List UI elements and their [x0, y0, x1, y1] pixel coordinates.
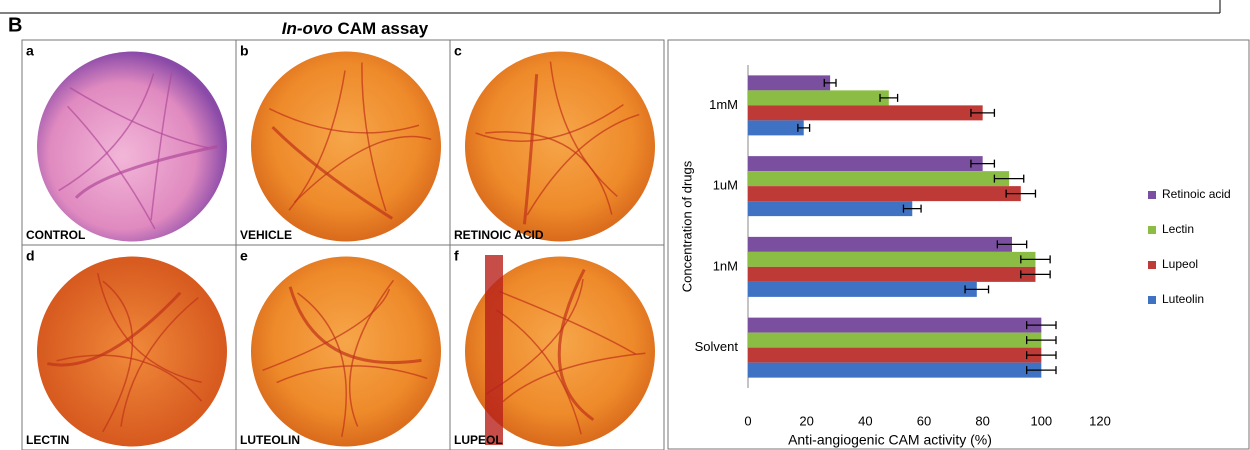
bar [748, 282, 977, 297]
photo [251, 52, 441, 242]
figure-title: In-ovo CAM assay [282, 19, 429, 38]
photo [37, 52, 227, 242]
title-italic: In-ovo [282, 19, 333, 38]
panel-label: CONTROL [26, 228, 85, 242]
legend-label: Luteolin [1162, 292, 1204, 306]
legend-label: Retinoic acid [1162, 187, 1231, 201]
panel-letter: f [454, 248, 459, 264]
x-tick-label: 0 [744, 413, 751, 428]
bar [748, 237, 1012, 252]
x-tick-label: 20 [799, 413, 813, 428]
legend-label: Lupeol [1162, 257, 1198, 271]
legend-swatch [1148, 261, 1156, 269]
y-axis-label: Concentration of drugs [679, 160, 694, 292]
panel-label: LUPEOL [454, 433, 503, 447]
bar [748, 318, 1041, 333]
photo [465, 52, 655, 242]
bar [748, 186, 1021, 201]
bar [748, 75, 830, 90]
bar [748, 90, 889, 105]
panel-letter: b [240, 43, 249, 59]
bar [748, 120, 804, 135]
x-tick-label: 120 [1089, 413, 1111, 428]
panel-letter: a [26, 43, 34, 59]
legend-swatch [1148, 296, 1156, 304]
panel-letter: e [240, 248, 248, 264]
bar [748, 171, 1009, 186]
panel-letter: c [454, 43, 462, 59]
bar [748, 252, 1035, 267]
panel-label: RETINOIC ACID [454, 228, 544, 242]
y-tick-label: 1nM [713, 258, 738, 273]
legend-label: Lectin [1162, 222, 1194, 236]
x-axis-label: Anti-angiogenic CAM activity (%) [788, 432, 992, 448]
legend-swatch [1148, 191, 1156, 199]
bar [748, 267, 1035, 282]
bar [748, 105, 983, 120]
x-tick-label: 100 [1030, 413, 1052, 428]
figure-label: B [8, 14, 22, 36]
x-tick-label: 40 [858, 413, 872, 428]
title-rest: CAM assay [338, 19, 429, 38]
bar [748, 333, 1041, 348]
bar [748, 156, 983, 171]
y-tick-label: 1mM [709, 97, 738, 112]
panel-label: LUTEOLIN [240, 433, 300, 447]
bar [748, 363, 1041, 378]
panel-letter: d [26, 248, 35, 264]
bar [748, 348, 1041, 363]
y-tick-label: 1uM [713, 178, 738, 193]
x-tick-label: 60 [917, 413, 931, 428]
figure: B In-ovo CAM assay a CONTROL b VEHICLE c RETI… [0, 0, 1250, 450]
photo [251, 257, 441, 447]
bar [748, 201, 912, 216]
panel-label: LECTIN [26, 433, 69, 447]
vessel [485, 255, 503, 445]
photo-grid: a CONTROL b VEHICLE c RETINOIC ACID d LECTIN e LU… [22, 40, 664, 450]
y-tick-label: Solvent [695, 339, 739, 354]
legend-swatch [1148, 226, 1156, 234]
x-tick-label: 80 [975, 413, 989, 428]
panel-label: VEHICLE [240, 228, 292, 242]
